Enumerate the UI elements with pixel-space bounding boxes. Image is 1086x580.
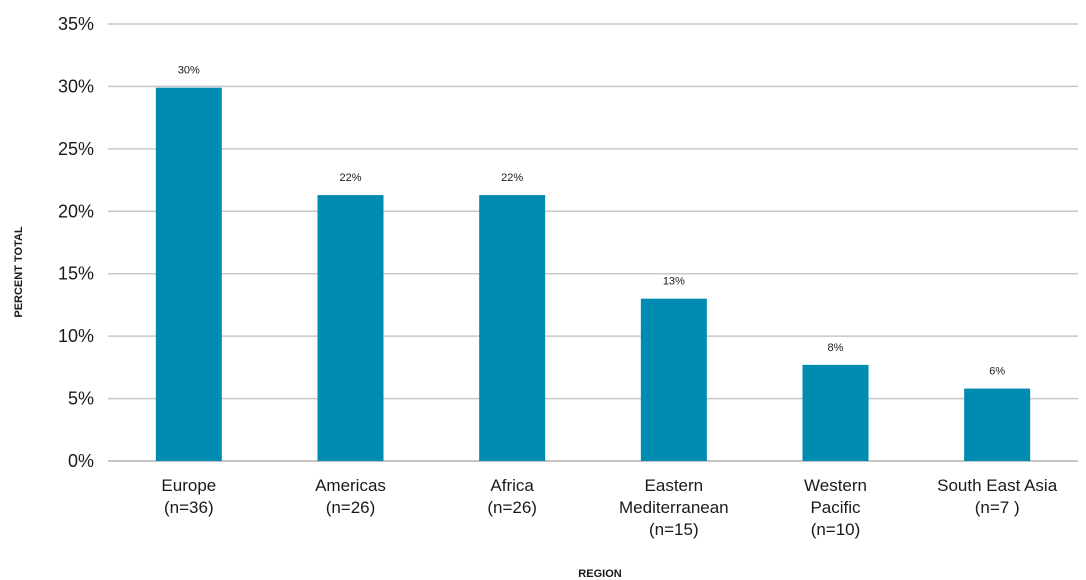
y-tick-label: 10% <box>58 326 94 346</box>
x-axis-title: REGION <box>578 568 621 580</box>
bar <box>640 298 707 461</box>
y-tick-label: 25% <box>58 139 94 159</box>
data-label: 6% <box>989 366 1005 378</box>
x-tick-label: Europe (n=36) <box>161 476 216 517</box>
data-label: 30% <box>178 65 200 77</box>
y-tick-label: 20% <box>58 201 94 221</box>
bars <box>155 87 1031 462</box>
x-tick-label: Africa (n=26) <box>487 476 537 517</box>
y-axis-ticks: 0% 5% 10% 15% 20% 25% 30% 35% <box>58 14 94 471</box>
y-tick-label: 15% <box>58 264 94 284</box>
gridlines <box>108 23 1078 462</box>
x-tick-label: Western Pacific (n=10) <box>804 476 867 539</box>
data-label: 22% <box>501 172 523 184</box>
data-label: 13% <box>663 276 685 288</box>
y-axis-title: PERCENT TOTAL <box>13 226 25 318</box>
y-tick-label: 30% <box>58 76 94 96</box>
data-labels: 30% 22% 22% 13% 8% 6% <box>178 65 1006 378</box>
x-tick-label: South East Asia (n=7 ) <box>937 476 1058 517</box>
x-tick-label: Americas (n=26) <box>315 476 386 517</box>
y-tick-label: 0% <box>68 451 94 471</box>
x-tick-label: Eastern Mediterranean (n=15) <box>619 476 729 539</box>
bar <box>155 87 222 462</box>
y-tick-label: 5% <box>68 389 94 409</box>
bar <box>479 195 546 461</box>
data-label: 22% <box>339 172 361 184</box>
bar <box>964 388 1031 461</box>
x-axis-categories: Europe (n=36) Americas (n=26) Africa (n=26) Ea… <box>161 476 1057 539</box>
y-tick-label: 35% <box>58 14 94 34</box>
bar <box>317 195 384 461</box>
bar <box>802 364 869 461</box>
data-label: 8% <box>828 342 844 354</box>
